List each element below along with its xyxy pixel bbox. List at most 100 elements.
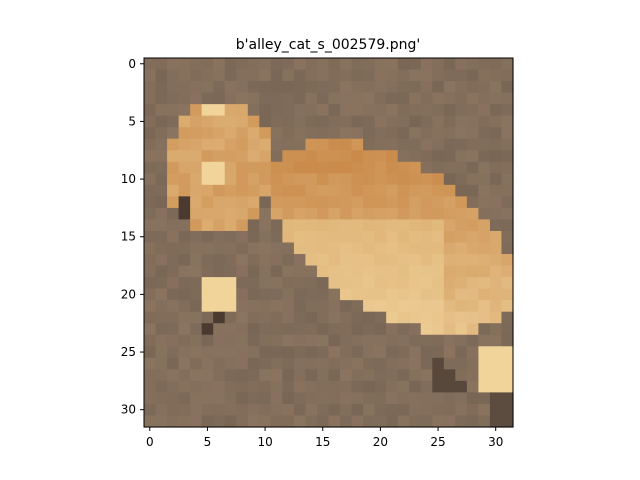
image-pixel	[247, 265, 260, 278]
image-pixel	[316, 127, 330, 140]
image-pixel	[247, 104, 260, 117]
image-pixel	[489, 173, 503, 186]
image-pixel	[420, 311, 433, 324]
image-pixel	[489, 219, 503, 232]
image-pixel	[178, 380, 191, 394]
image-pixel	[190, 161, 203, 174]
image-pixel	[374, 184, 387, 197]
image-pixel	[420, 323, 433, 336]
x-tick-label: 20	[373, 435, 388, 449]
image-pixel	[270, 161, 283, 174]
image-pixel	[432, 311, 445, 324]
image-pixel	[478, 242, 491, 255]
image-pixel	[501, 196, 514, 209]
image-pixel	[501, 380, 514, 394]
image-pixel	[178, 265, 191, 278]
image-pixel	[270, 357, 283, 370]
image-pixel	[443, 288, 456, 301]
image-pixel	[432, 115, 445, 128]
image-pixel	[489, 265, 503, 278]
image-pixel	[247, 403, 260, 417]
image-pixel	[178, 219, 191, 232]
image-pixel	[409, 403, 422, 417]
image-pixel	[420, 334, 433, 347]
image-pixel	[224, 150, 237, 163]
image-pixel	[443, 380, 456, 394]
image-pixel	[501, 184, 514, 197]
image-pixel	[386, 254, 399, 267]
image-pixel	[270, 254, 283, 267]
image-pixel	[409, 346, 422, 359]
image-pixel	[316, 138, 330, 151]
image-pixel	[351, 288, 364, 301]
image-pixel	[282, 380, 295, 394]
image-pixel	[316, 219, 330, 232]
image-pixel	[167, 392, 180, 405]
image-pixel	[466, 277, 480, 290]
image-pixel	[432, 92, 445, 105]
image-pixel	[409, 207, 422, 221]
image-pixel	[190, 357, 203, 370]
image-pixel	[316, 346, 330, 359]
image-pixel	[455, 300, 468, 313]
image-pixel	[443, 323, 456, 336]
image-pixel	[397, 69, 410, 82]
image-pixel	[144, 369, 157, 382]
image-pixel	[201, 81, 214, 94]
image-pixel	[455, 104, 468, 117]
image-pixel	[213, 369, 226, 382]
image-pixel	[316, 403, 330, 417]
image-pixel	[455, 323, 468, 336]
image-pixel	[432, 127, 445, 140]
image-pixel	[167, 334, 180, 347]
image-pixel	[316, 173, 330, 186]
image-pixel	[178, 277, 191, 290]
image-pixel	[374, 357, 387, 370]
image-pixel	[501, 277, 514, 290]
image-pixel	[328, 346, 341, 359]
image-pixel	[409, 254, 422, 267]
image-pixel	[420, 392, 433, 405]
image-pixel	[282, 138, 295, 151]
image-pixel	[201, 357, 214, 370]
image-pixel	[167, 380, 180, 394]
image-pixel	[144, 265, 157, 278]
image-pixel	[224, 127, 237, 140]
image-pixel	[489, 207, 503, 221]
image-pixel	[201, 58, 214, 71]
image-pixel	[282, 323, 295, 336]
image-pixel	[178, 69, 191, 82]
image-pixel	[236, 184, 249, 197]
image-pixel	[489, 196, 503, 209]
image-pixel	[224, 81, 237, 94]
image-pixel	[201, 104, 214, 117]
image-pixel	[420, 369, 433, 382]
image-pixel	[363, 173, 376, 186]
image-pixel	[455, 58, 468, 71]
image-pixel	[144, 334, 157, 347]
image-pixel	[247, 58, 260, 71]
image-pixel	[293, 254, 307, 267]
image-pixel	[144, 150, 157, 163]
image-pixel	[501, 161, 514, 174]
image-pixel	[213, 334, 226, 347]
image-pixel	[478, 150, 491, 163]
image-pixel	[305, 184, 318, 197]
image-pixel	[420, 277, 433, 290]
image-pixel	[420, 138, 433, 151]
image-pixel	[374, 69, 387, 82]
image-pixel	[213, 323, 226, 336]
image-pixel	[466, 369, 480, 382]
image-pixel	[432, 150, 445, 163]
image-pixel	[178, 242, 191, 255]
image-pixel	[144, 69, 157, 82]
image-pixel	[328, 369, 341, 382]
image-pixel	[409, 184, 422, 197]
image-pixel	[305, 173, 318, 186]
image-pixel	[247, 277, 260, 290]
image-pixel	[386, 81, 399, 94]
image-pixel	[420, 104, 433, 117]
image-pixel	[432, 58, 445, 71]
image-pixel	[466, 104, 480, 117]
image-pixel	[178, 92, 191, 105]
